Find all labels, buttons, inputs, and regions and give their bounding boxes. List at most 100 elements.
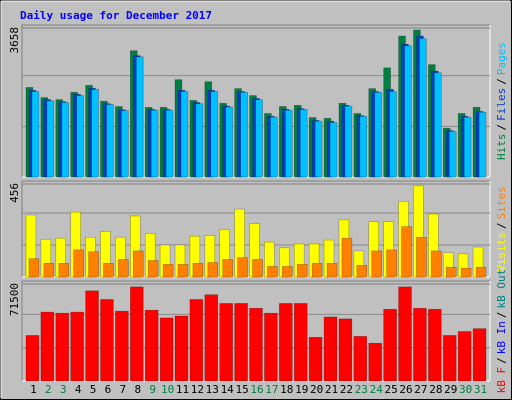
- bar: [136, 56, 144, 178]
- bar: [88, 251, 99, 278]
- bar: [267, 266, 278, 278]
- bar: [121, 110, 129, 178]
- bar: [234, 303, 248, 382]
- bar: [478, 111, 487, 178]
- bar: [404, 45, 412, 178]
- bar: [293, 303, 308, 382]
- bar: [130, 286, 144, 382]
- bar: [419, 38, 427, 178]
- x-tick-label: 17: [265, 383, 278, 396]
- bar: [159, 317, 174, 382]
- x-tick-label: 15: [235, 383, 248, 396]
- legend: Hits / Files / Pages: [495, 42, 508, 160]
- bar: [413, 307, 427, 382]
- bar: [174, 315, 189, 382]
- x-tick-label: 1: [30, 383, 37, 396]
- y-tick-label: 71500: [8, 283, 21, 316]
- bar: [76, 95, 84, 178]
- bar: [279, 303, 293, 382]
- bar: [91, 89, 99, 178]
- bar: [338, 318, 353, 382]
- x-tick-label: 5: [90, 383, 97, 396]
- bar: [270, 116, 278, 178]
- legend: kB F / kB In / kB Out: [495, 269, 508, 394]
- x-tick-label: 2: [45, 383, 52, 396]
- legend-entry: Pages: [495, 42, 508, 75]
- bar: [252, 259, 263, 278]
- y-tick-label: 3658: [8, 27, 21, 54]
- bar: [386, 249, 397, 278]
- bar: [416, 236, 427, 278]
- bar: [383, 308, 397, 382]
- bar: [326, 263, 338, 278]
- x-tick-label: 10: [161, 383, 174, 396]
- bar: [344, 105, 353, 178]
- bar: [100, 299, 114, 382]
- x-tick-label: 14: [221, 383, 235, 396]
- bar: [475, 266, 487, 278]
- bar: [329, 122, 338, 178]
- bar: [457, 331, 472, 382]
- x-tick-label: 13: [206, 383, 219, 396]
- bar: [189, 299, 204, 382]
- bar: [434, 72, 442, 178]
- legend-separator: /: [495, 78, 508, 85]
- x-tick-label: 4: [75, 383, 82, 396]
- bar: [356, 265, 368, 278]
- x-tick-label: 12: [191, 383, 204, 396]
- legend-separator: /: [495, 311, 508, 318]
- bar: [192, 263, 204, 278]
- bar: [472, 328, 487, 382]
- bar: [460, 267, 472, 278]
- x-tick-label: 30: [459, 383, 472, 396]
- bar: [299, 109, 308, 178]
- bar: [61, 102, 70, 178]
- bar: [371, 250, 382, 278]
- x-tick-label: 26: [399, 383, 412, 396]
- x-tick-label: 8: [134, 383, 141, 396]
- bar: [264, 312, 278, 382]
- bar: [207, 262, 219, 278]
- bar: [43, 263, 55, 278]
- x-tick-label: 25: [385, 383, 398, 396]
- bar: [165, 109, 174, 178]
- bar: [31, 91, 40, 178]
- bar: [210, 91, 219, 178]
- bar: [177, 264, 189, 278]
- x-tick-label: 23: [355, 383, 368, 396]
- bar: [255, 99, 263, 178]
- bar: [428, 308, 442, 382]
- x-tick-label: 11: [176, 383, 189, 396]
- bar: [85, 290, 99, 382]
- x-tick-label: 27: [414, 383, 427, 396]
- bar: [225, 106, 233, 178]
- bar: [353, 336, 368, 382]
- bar: [58, 263, 70, 278]
- bar: [240, 91, 248, 178]
- legend-entry: kB F: [495, 367, 508, 394]
- x-tick-label: 19: [295, 383, 308, 396]
- x-tick-label: 6: [105, 383, 112, 396]
- legend-separator: /: [495, 222, 508, 229]
- x-tick-label: 3: [60, 383, 67, 396]
- bar: [296, 264, 308, 278]
- bar: [323, 316, 338, 382]
- x-tick-label: 16: [250, 383, 263, 396]
- bar: [431, 250, 442, 278]
- bar: [55, 312, 70, 382]
- bar: [180, 91, 189, 178]
- bar: [118, 259, 129, 278]
- bar: [463, 116, 472, 178]
- legend-separator: /: [495, 124, 508, 131]
- x-tick-label: 22: [340, 383, 353, 396]
- x-tick-label: 29: [444, 383, 457, 396]
- bar: [46, 100, 55, 178]
- bar: [204, 294, 219, 382]
- bar: [150, 109, 159, 178]
- bar: [40, 311, 55, 382]
- x-tick-label: 7: [120, 383, 127, 396]
- legend-entry: Sites: [495, 186, 508, 219]
- bar: [162, 264, 174, 278]
- legend-entry: Visits: [495, 232, 508, 272]
